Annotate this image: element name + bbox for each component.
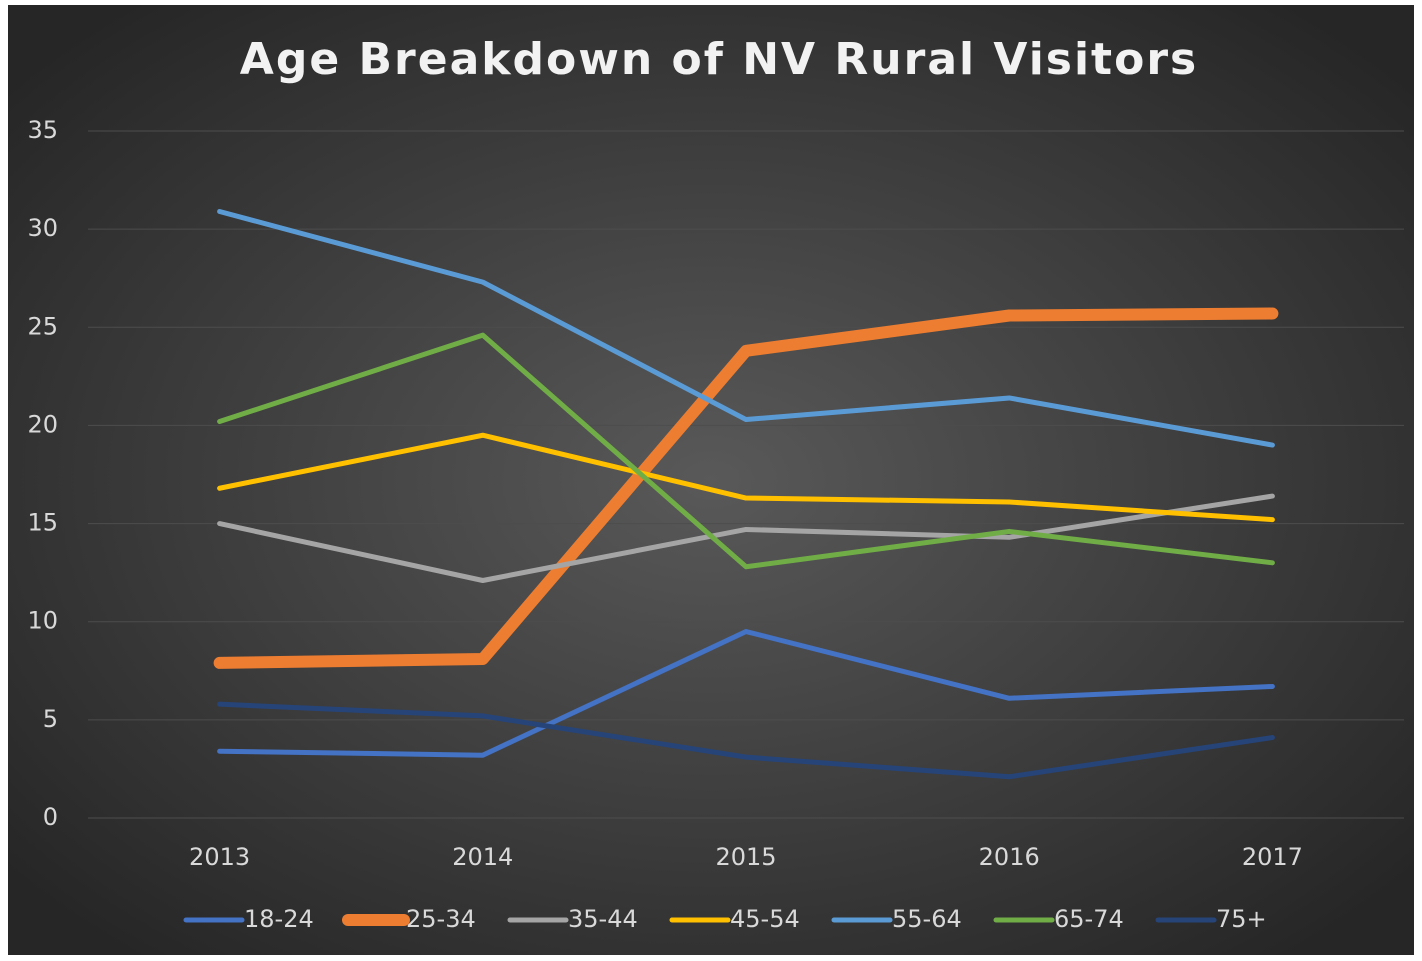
series-line <box>213 307 1279 669</box>
x-tick-label: 2015 <box>715 843 776 871</box>
legend-label: 55-64 <box>892 905 962 933</box>
x-tick-label: 2013 <box>189 843 250 871</box>
series-line <box>217 701 1275 780</box>
legend-label: 75+ <box>1216 905 1267 933</box>
y-tick-label: 35 <box>27 116 58 144</box>
legend-label: 25-34 <box>406 905 476 933</box>
legend-label: 35-44 <box>568 905 638 933</box>
x-tick-label: 2017 <box>1242 843 1303 871</box>
series-line <box>217 493 1275 583</box>
chart-background <box>8 5 1414 955</box>
x-tick-label: 2014 <box>452 843 513 871</box>
legend-label: 45-54 <box>730 905 800 933</box>
y-tick-label: 20 <box>27 410 58 438</box>
chart-title: Age Breakdown of NV Rural Visitors <box>240 34 1198 85</box>
y-tick-label: 30 <box>27 214 58 242</box>
series-line <box>217 332 1275 570</box>
y-tick-label: 0 <box>43 803 58 831</box>
series-line <box>217 629 1275 758</box>
y-tick-label: 15 <box>27 509 58 537</box>
y-tick-label: 5 <box>43 705 58 733</box>
y-tick-label: 10 <box>27 607 58 635</box>
series-line <box>217 432 1275 523</box>
legend-label: 18-24 <box>244 905 314 933</box>
x-tick-label: 2016 <box>979 843 1040 871</box>
legend-label: 65-74 <box>1054 905 1124 933</box>
series-line <box>217 208 1275 448</box>
y-tick-label: 25 <box>27 312 58 340</box>
